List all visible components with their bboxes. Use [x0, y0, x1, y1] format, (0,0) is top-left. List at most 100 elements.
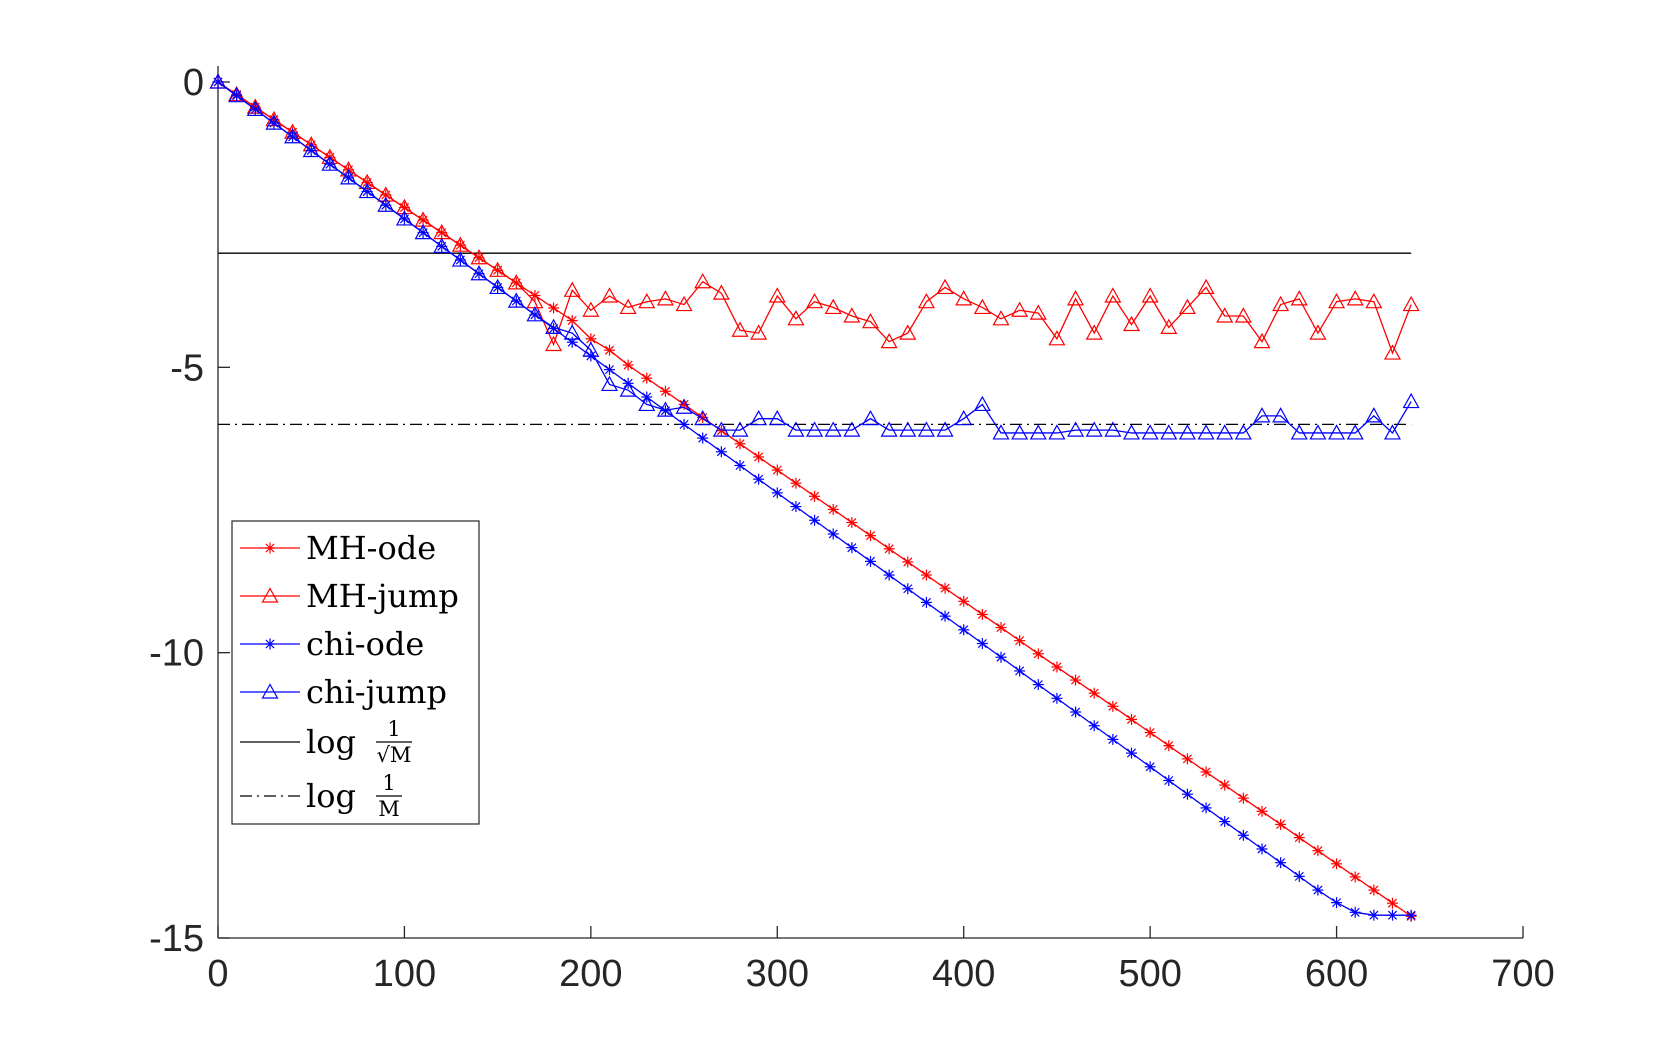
- star-stroke: [1071, 707, 1081, 717]
- y-tick-label: -5: [170, 347, 204, 389]
- data-point-mh-jump: [899, 324, 917, 340]
- legend-marker: [264, 542, 276, 554]
- data-point-mh-jump: [750, 324, 768, 340]
- data-point-mh-ode: [1126, 713, 1137, 725]
- data-point-mh-jump: [675, 295, 693, 312]
- x-tick-label: 600: [1305, 953, 1368, 995]
- star-stroke: [1238, 830, 1248, 840]
- data-point-chi-ode: [976, 638, 988, 650]
- data-point-chi-ode: [1256, 843, 1268, 855]
- data-point-chi-jump: [638, 395, 656, 412]
- data-point-chi-jump: [1234, 424, 1252, 440]
- legend-entry: log 1√M: [240, 717, 412, 767]
- star-stroke: [1276, 858, 1286, 868]
- data-point-chi-jump: [451, 251, 469, 267]
- star-stroke: [772, 488, 782, 498]
- data-point-chi-ode: [678, 418, 690, 430]
- data-point-chi-ode: [604, 364, 615, 376]
- data-point-mh-ode: [1051, 661, 1063, 673]
- star-stroke: [1220, 780, 1230, 790]
- data-point-mh-ode: [846, 517, 858, 529]
- data-point-mh-ode: [566, 315, 578, 327]
- star-stroke: [1332, 859, 1342, 869]
- star-stroke: [977, 609, 987, 619]
- data-point-mh-jump: [1272, 295, 1290, 312]
- data-point-mh-ode: [771, 464, 783, 476]
- data-point-chi-ode: [1293, 870, 1305, 882]
- data-point-mh-jump: [600, 287, 619, 303]
- star-stroke: [1145, 728, 1155, 738]
- legend-label: chi-ode: [306, 625, 424, 663]
- star-stroke: [1406, 910, 1416, 920]
- data-point-mh-jump: [507, 274, 525, 290]
- legend-marker: [264, 638, 276, 650]
- data-point-chi-jump: [1029, 424, 1047, 440]
- data-point-chi-ode: [920, 596, 932, 608]
- data-point-mh-ode: [809, 490, 821, 502]
- data-point-mh-jump: [582, 301, 600, 317]
- data-point-chi-jump: [302, 141, 320, 158]
- star-stroke: [810, 491, 820, 501]
- data-point-mh-ode: [604, 344, 615, 356]
- data-point-chi-ode: [771, 487, 783, 499]
- data-point-mh-jump: [992, 310, 1010, 326]
- data-point-chi-jump: [1346, 424, 1364, 440]
- data-point-mh-jump: [1290, 290, 1308, 306]
- data-point-chi-jump: [992, 424, 1010, 440]
- data-point-mh-jump: [1011, 301, 1029, 317]
- star-stroke: [1182, 789, 1192, 799]
- data-point-chi-jump: [414, 223, 432, 240]
- data-point-mh-jump: [545, 335, 563, 352]
- star-stroke: [623, 360, 633, 370]
- data-point-mh-jump: [861, 312, 880, 329]
- data-point-chi-jump: [1178, 424, 1196, 440]
- data-point-mh-jump: [1029, 304, 1047, 320]
- star-stroke: [865, 531, 876, 541]
- legend-fraction-numerator: 1: [387, 717, 400, 741]
- data-point-mh-ode: [1200, 766, 1212, 778]
- data-point-chi-jump: [731, 421, 749, 437]
- data-point-mh-jump: [806, 292, 824, 309]
- star-stroke: [828, 529, 838, 539]
- legend-label: log: [306, 723, 356, 761]
- data-point-chi-jump: [265, 114, 283, 130]
- series-layer: [209, 73, 1420, 922]
- data-point-mh-ode: [1349, 871, 1361, 883]
- data-point-chi-jump: [284, 128, 302, 144]
- data-point-chi-jump: [1160, 424, 1178, 440]
- star-stroke: [698, 433, 708, 443]
- data-point-mh-jump: [451, 236, 469, 252]
- data-point-mh-jump: [1197, 278, 1215, 295]
- x-tick-label: 300: [746, 953, 809, 995]
- data-point-chi-ode: [1144, 761, 1156, 773]
- star-stroke: [735, 460, 745, 471]
- data-point-chi-jump: [507, 292, 525, 308]
- star-stroke: [660, 386, 670, 396]
- data-point-chi-ode: [1051, 692, 1063, 704]
- legend-entry: MH-ode: [240, 529, 436, 567]
- data-point-mh-ode: [790, 477, 802, 489]
- data-point-mh-ode: [1219, 779, 1231, 791]
- star-stroke: [828, 504, 838, 514]
- data-point-chi-ode: [902, 583, 914, 595]
- data-point-mh-jump: [787, 310, 805, 326]
- data-point-mh-jump: [1383, 344, 1402, 360]
- star-stroke: [884, 544, 894, 554]
- x-tick-label: 100: [373, 953, 436, 995]
- data-point-chi-jump: [824, 421, 842, 437]
- data-point-mh-jump: [1216, 307, 1234, 323]
- data-point-chi-jump: [694, 409, 712, 426]
- data-point-chi-jump: [1253, 407, 1271, 423]
- star-stroke: [1294, 833, 1304, 843]
- data-point-chi-jump: [861, 409, 880, 426]
- series-chi-jump: [209, 73, 1420, 440]
- star-stroke: [1015, 666, 1025, 676]
- star-stroke: [1182, 754, 1192, 764]
- legend-marker: [261, 587, 279, 603]
- data-point-mh-ode: [548, 302, 560, 314]
- data-point-mh-ode: [659, 385, 671, 397]
- data-point-mh-ode: [1312, 845, 1324, 857]
- data-point-chi-jump: [246, 100, 264, 116]
- x-tick-label: 700: [1491, 953, 1554, 995]
